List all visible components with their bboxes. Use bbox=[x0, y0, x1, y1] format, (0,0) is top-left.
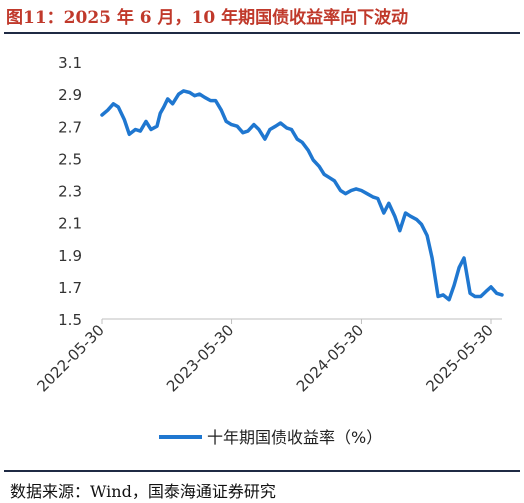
top-rule bbox=[4, 32, 520, 34]
chart-container: 3.1 2.9 2.7 2.5 2.3 2.1 1.9 1.7 1.5 2022-05-30 20… bbox=[4, 34, 520, 470]
plot-area bbox=[100, 89, 504, 302]
y-tick-label: 2.5 bbox=[58, 150, 82, 168]
y-tick-label: 2.7 bbox=[58, 118, 82, 136]
y-tick-label: 2.1 bbox=[58, 215, 82, 233]
figure-title: 图11：2025 年 6 月，10 年期国债收益率向下波动 bbox=[6, 8, 409, 28]
legend: 十年期国债收益率（%） bbox=[159, 428, 382, 447]
x-tick-label: 2022-05-30 bbox=[33, 321, 107, 395]
y-tick-label: 1.7 bbox=[58, 279, 82, 297]
y-tick-label: 2.3 bbox=[58, 183, 82, 201]
y-tick-label: 3.1 bbox=[58, 54, 82, 72]
series-line bbox=[100, 89, 504, 302]
chart-svg: 3.12.92.72.52.32.11.91.71.5 2022-05-30 20… bbox=[33, 54, 504, 447]
bottom-rule bbox=[4, 470, 520, 472]
legend-label: 十年期国债收益率（%） bbox=[207, 428, 382, 447]
x-tick-label: 2025-05-30 bbox=[422, 321, 496, 395]
y-tick-label: 2.9 bbox=[58, 86, 82, 104]
source-note: 数据来源：Wind，国泰海通证券研究 bbox=[10, 482, 276, 501]
x-axis: 2022-05-30 2023-05-30 2024-05-30 2025-05-30 bbox=[33, 318, 502, 395]
x-tick-label: 2023-05-30 bbox=[163, 321, 237, 395]
y-axis: 3.1 2.9 2.7 2.5 2.3 2.1 1.9 1.7 1.5 bbox=[58, 54, 82, 329]
y-tick-label: 1.9 bbox=[58, 247, 82, 265]
y-tick-label: 1.5 bbox=[58, 311, 82, 329]
x-tick-label: 2024-05-30 bbox=[293, 321, 367, 395]
